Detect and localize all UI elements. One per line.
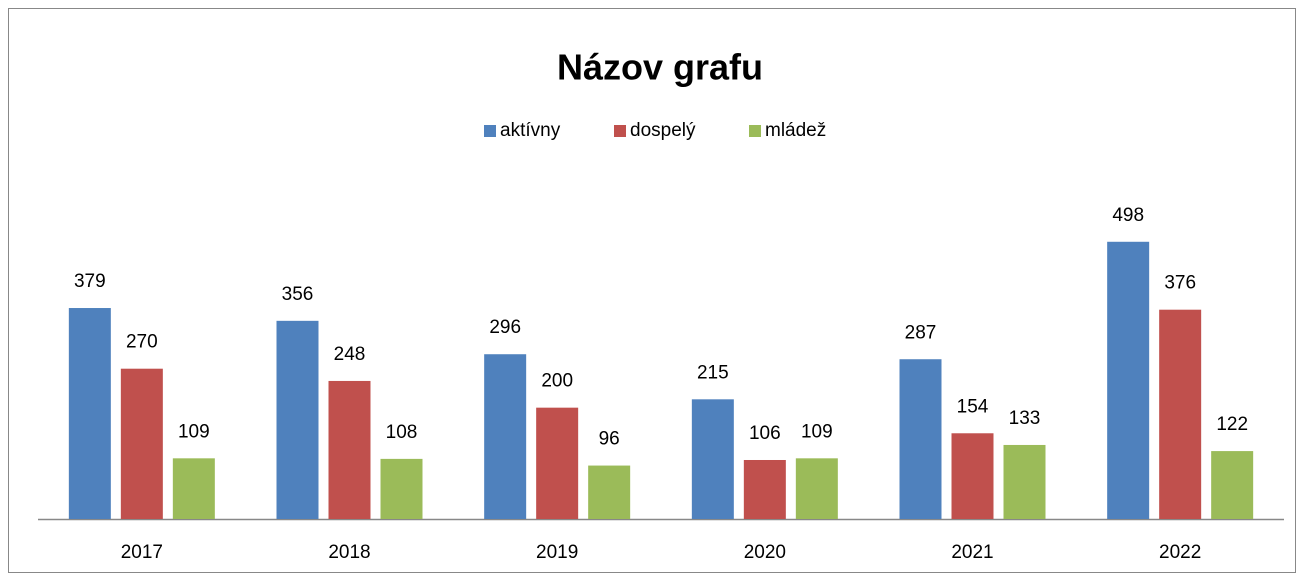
data-label: 200 bbox=[541, 371, 573, 392]
data-label: 287 bbox=[905, 322, 937, 343]
bar bbox=[276, 320, 319, 519]
bar bbox=[1107, 241, 1150, 519]
x-tick-label: 2017 bbox=[121, 542, 163, 563]
chart-title: Názov grafu bbox=[557, 47, 763, 88]
bar bbox=[380, 458, 423, 519]
bar bbox=[1003, 444, 1046, 519]
bar bbox=[328, 380, 371, 519]
legend-label: aktívny bbox=[500, 120, 561, 141]
bar bbox=[951, 433, 994, 519]
x-tick-label: 2019 bbox=[536, 542, 578, 563]
data-label: 109 bbox=[801, 421, 833, 442]
legend-swatch bbox=[749, 125, 761, 137]
bar bbox=[120, 368, 163, 519]
bar bbox=[743, 459, 786, 519]
bar bbox=[484, 354, 527, 519]
data-label: 106 bbox=[749, 423, 781, 444]
bar bbox=[1211, 451, 1254, 519]
data-label: 296 bbox=[489, 317, 521, 338]
chart-frame bbox=[8, 8, 1296, 573]
data-label: 108 bbox=[386, 422, 418, 443]
data-label: 154 bbox=[957, 396, 989, 417]
bar bbox=[588, 465, 631, 519]
data-label: 96 bbox=[599, 429, 620, 450]
data-label: 376 bbox=[1164, 273, 1196, 294]
legend-swatch bbox=[614, 125, 626, 137]
bar bbox=[691, 399, 734, 519]
data-label: 356 bbox=[282, 284, 314, 305]
data-label: 498 bbox=[1112, 205, 1144, 226]
data-label: 109 bbox=[178, 421, 210, 442]
legend-label: mládež bbox=[765, 120, 826, 141]
bar bbox=[795, 458, 838, 519]
bar bbox=[1159, 309, 1202, 519]
x-tick-label: 2018 bbox=[328, 542, 370, 563]
data-label: 122 bbox=[1216, 414, 1248, 435]
legend-swatch bbox=[484, 125, 496, 137]
bar bbox=[172, 458, 215, 519]
x-tick-label: 2021 bbox=[951, 542, 993, 563]
data-label: 379 bbox=[74, 271, 106, 292]
legend-label: dospelý bbox=[630, 120, 696, 141]
data-label: 270 bbox=[126, 332, 158, 353]
data-label: 248 bbox=[334, 344, 366, 365]
data-label: 133 bbox=[1009, 408, 1041, 429]
bar bbox=[536, 407, 579, 519]
bar bbox=[68, 308, 111, 519]
data-label: 215 bbox=[697, 362, 729, 383]
bar bbox=[899, 359, 942, 519]
x-tick-label: 2020 bbox=[744, 542, 786, 563]
x-tick-label: 2022 bbox=[1159, 542, 1201, 563]
